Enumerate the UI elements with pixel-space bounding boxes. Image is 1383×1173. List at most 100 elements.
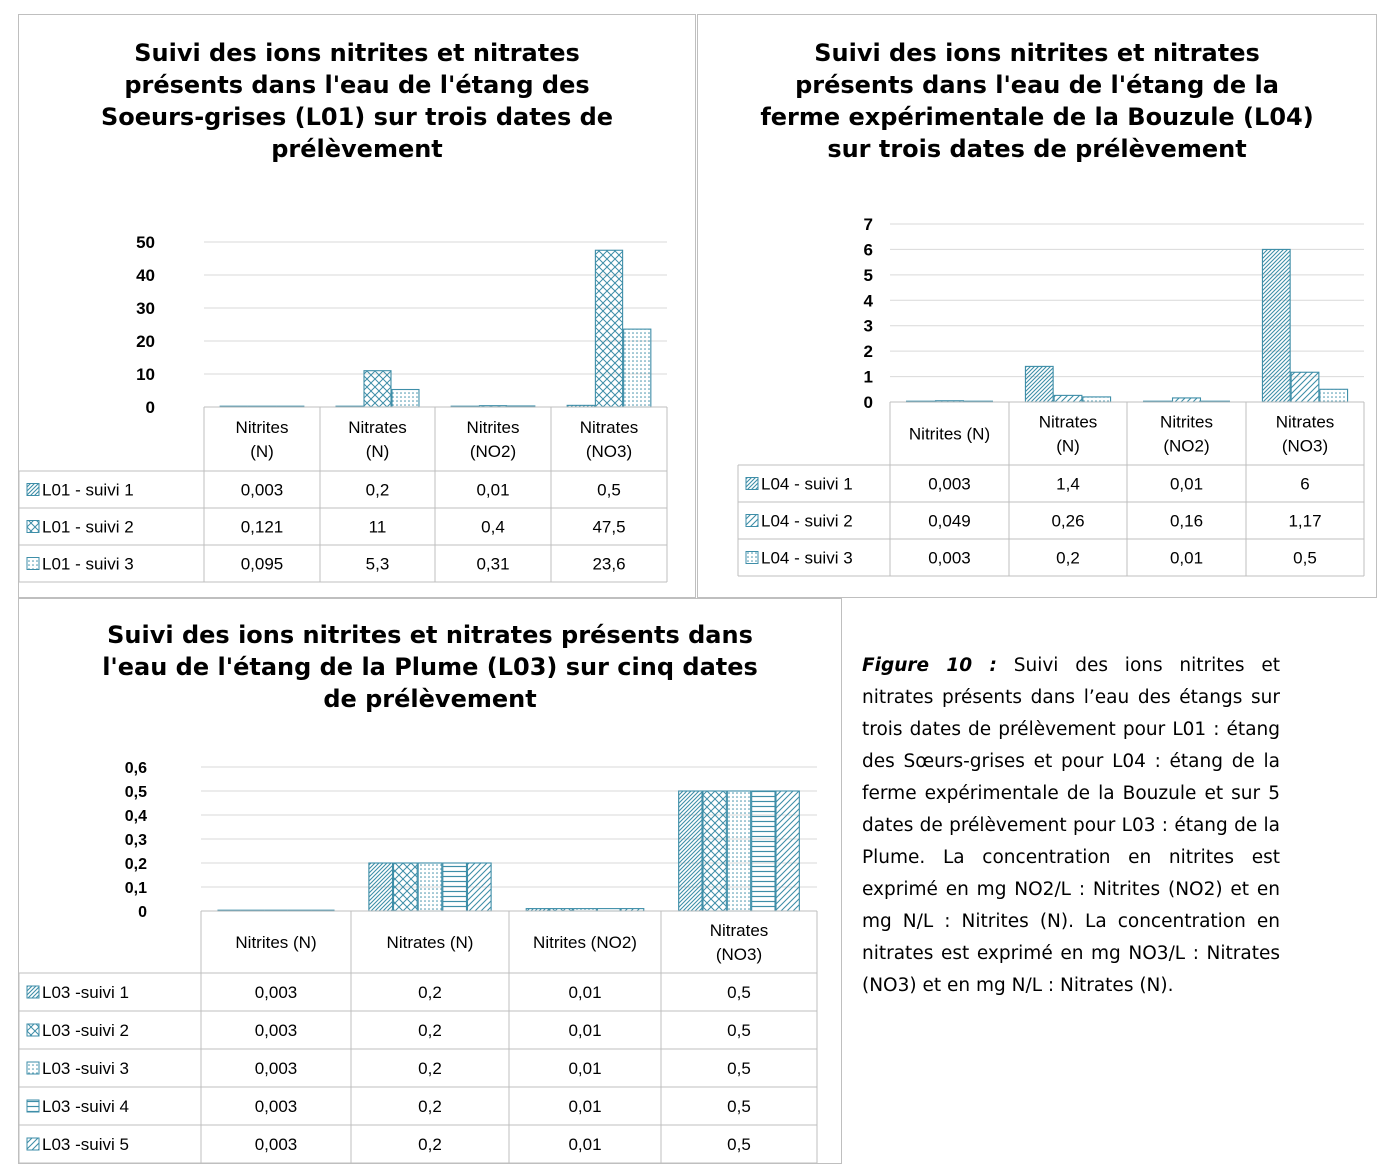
y-tick-label: 50: [136, 233, 155, 252]
figure-caption-lead: Figure 10 :: [862, 655, 997, 676]
table-value: 23,6: [592, 555, 625, 574]
figure-caption-text: Suivi des ions nitrites et nitrates prés…: [862, 655, 1280, 996]
category-label: Nitrites: [236, 418, 289, 437]
y-tick-label: 2: [864, 342, 873, 361]
table-value: 0,5: [727, 1059, 751, 1078]
bar: [1261, 248, 1291, 403]
table-value: 0,01: [568, 1021, 601, 1040]
chart-title-line: Soeurs-grises (L01) sur trois dates de: [100, 103, 614, 131]
category-label: (N): [250, 442, 274, 461]
bar: [1319, 388, 1349, 403]
figure-caption: Figure 10 : Suivi des ions nitrites et n…: [862, 650, 1280, 1002]
table-value: 0,26: [1051, 512, 1084, 531]
bar: [391, 388, 420, 408]
category-label: Nitrates: [1039, 413, 1098, 432]
bar: [1290, 371, 1320, 403]
chart-title-line: l'eau de l'étang de la Plume (L03) sur c…: [102, 653, 758, 681]
table-value: 0,01: [1170, 475, 1203, 494]
chart-title-line: Suivi des ions nitrites et nitrates: [814, 39, 1260, 67]
legend-key: [26, 1099, 40, 1113]
table-value: 0,16: [1170, 512, 1203, 531]
bar: [594, 249, 624, 408]
bar: [368, 862, 394, 912]
bar: [1171, 397, 1202, 403]
legend-label: L04 - suivi 3: [761, 549, 853, 568]
legend-label: L03 -suivi 4: [42, 1097, 129, 1116]
chart-l01: 0 10 20 30 40 50 Nitrites (N) Nitrates (N) Nitrite…: [18, 233, 668, 583]
category-label: (N): [1056, 437, 1080, 456]
bar: [1082, 396, 1112, 403]
table-value: 47,5: [592, 518, 625, 537]
y-tick-label: 0: [138, 904, 147, 921]
chart-title-line: prélèvement: [271, 135, 443, 163]
legend-label: L04 - suivi 1: [761, 475, 853, 494]
table-value: 0,01: [568, 1097, 601, 1116]
chart-title: Suivi des ions nitrites et nitrates prés…: [698, 37, 1376, 165]
table-value: 11: [369, 518, 387, 537]
legend-key: [745, 477, 759, 490]
table-value: 0,4: [481, 518, 505, 537]
bar: [751, 790, 776, 912]
y-tick-label: 0: [864, 393, 873, 412]
bar: [775, 790, 800, 912]
y-tick-label: 10: [136, 365, 155, 384]
legend-key: [26, 1137, 40, 1151]
category-label: Nitrites (N): [909, 425, 990, 444]
y-tick-label: 1: [864, 368, 873, 387]
table-value: 1,17: [1288, 512, 1321, 531]
table-value: 0,5: [727, 1097, 751, 1116]
chart-panel-l03: Suivi des ions nitrites et nitrates prés…: [18, 598, 842, 1164]
legend-key: [745, 551, 759, 564]
bar: [466, 862, 492, 912]
table-value: 0,095: [241, 555, 284, 574]
table-value: 0,2: [366, 481, 390, 500]
y-tick-label: 40: [136, 266, 155, 285]
table-value: 1,4: [1056, 475, 1080, 494]
table-value: 0,121: [241, 518, 284, 537]
legend-key: [26, 557, 40, 570]
y-tick-label: 0,6: [125, 760, 147, 777]
bar: [1053, 394, 1083, 403]
table-value: 0,5: [727, 1021, 751, 1040]
category-label: (NO2): [1163, 437, 1209, 456]
table-value: 6: [1300, 475, 1309, 494]
table-value: 0,049: [928, 512, 971, 531]
bar: [392, 862, 418, 912]
legend-label: L01 - suivi 1: [42, 481, 134, 500]
bar: [678, 790, 703, 912]
legend-label: L04 - suivi 2: [761, 512, 853, 531]
legend-key: [26, 1061, 40, 1075]
bar: [363, 370, 392, 408]
y-tick-label: 0,3: [125, 832, 147, 849]
table-value: 0,2: [418, 1135, 442, 1154]
chart-title-line: sur trois dates de prélèvement: [827, 135, 1247, 163]
category-label: (NO3): [716, 945, 762, 964]
y-tick-label: 4: [864, 291, 874, 310]
category-label: Nitrates: [580, 418, 639, 437]
category-label: Nitrates: [1276, 413, 1335, 432]
legend-label: L01 - suivi 3: [42, 555, 134, 574]
table-value: 0,2: [1056, 549, 1080, 568]
legend-label: L03 -suivi 1: [42, 983, 129, 1002]
y-tick-label: 6: [864, 240, 873, 259]
bar: [442, 862, 468, 912]
table-value: 0,003: [255, 1135, 298, 1154]
category-label: (NO2): [470, 442, 516, 461]
table-value: 5,3: [366, 555, 390, 574]
y-tick-label: 0,5: [125, 784, 147, 801]
chart-l04: 0 1 2 3 4 5 6 7 Nitrites (N) Nitrates (N) Nitrites (…: [737, 215, 1365, 577]
legend-key: [26, 985, 40, 999]
legend-key: [26, 1023, 40, 1037]
y-tick-label: 0: [146, 398, 155, 417]
category-label: (NO3): [586, 442, 632, 461]
table-value: 0,5: [727, 1135, 751, 1154]
y-tick-label: 5: [864, 266, 873, 285]
chart-l03: 0 0,1 0,2 0,3 0,4 0,5 0,6 Nitrites (N) Nitrates …: [18, 760, 818, 1164]
bar: [726, 790, 752, 912]
table-value: 0,01: [476, 481, 509, 500]
table-value: 0,5: [727, 983, 751, 1002]
table-value: 0,01: [1170, 549, 1203, 568]
table-value: 0,5: [1293, 549, 1317, 568]
table-value: 0,003: [928, 549, 971, 568]
table-value: 0,003: [255, 1059, 298, 1078]
